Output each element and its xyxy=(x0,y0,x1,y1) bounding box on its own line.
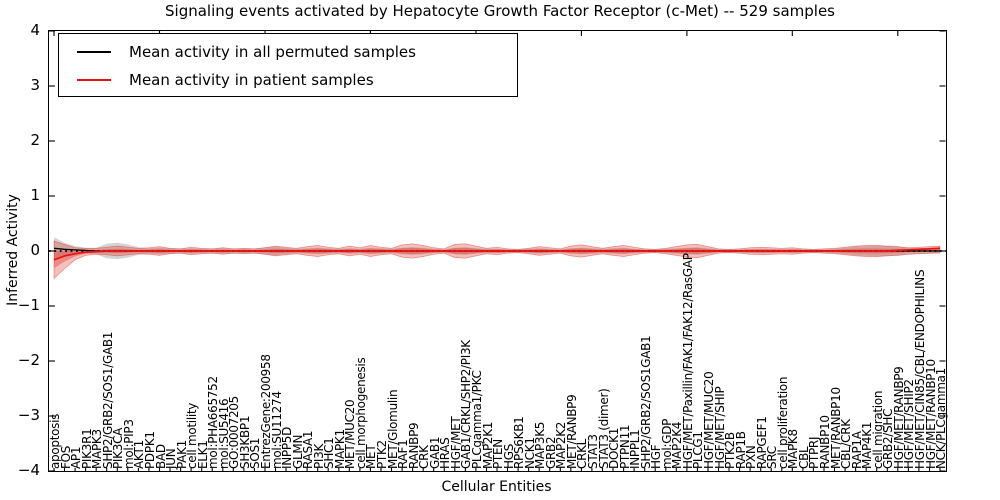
y-tick-label: 2 xyxy=(30,131,40,149)
black-line-sample-icon xyxy=(77,51,111,53)
plot-area: apoptosis FOS AP1 PIK3R1 MAPK3 SHP2/GRB2/SOS1… xyxy=(48,30,948,472)
y-tick-label: 0 xyxy=(30,241,40,259)
legend-entry-patient: Mean activity in patient samples xyxy=(59,67,374,93)
y-tick-label: −3 xyxy=(17,406,40,424)
legend-label: Mean activity in patient samples xyxy=(129,71,374,89)
chart-canvas xyxy=(49,31,946,471)
legend: Mean activity in all permuted samples Me… xyxy=(58,33,518,97)
x-axis-title: Cellular Entities xyxy=(441,479,552,495)
x-tick-label: NCK/PLCgamma1 xyxy=(934,367,948,469)
y-axis-title: Inferred Activity xyxy=(5,194,21,306)
legend-label: Mean activity in all permuted samples xyxy=(129,43,416,61)
y-tick-label: 1 xyxy=(30,186,40,204)
chart-title: Signaling events activated by Hepatocyte… xyxy=(165,2,835,20)
y-tick-label: 4 xyxy=(30,21,40,39)
y-tick-label: −2 xyxy=(17,351,40,369)
y-tick-label: −1 xyxy=(17,296,40,314)
y-tick-label: −4 xyxy=(17,461,40,479)
red-line-sample-icon xyxy=(77,79,111,81)
y-tick-label: 3 xyxy=(30,76,40,94)
legend-entry-permuted: Mean activity in all permuted samples xyxy=(59,39,416,65)
